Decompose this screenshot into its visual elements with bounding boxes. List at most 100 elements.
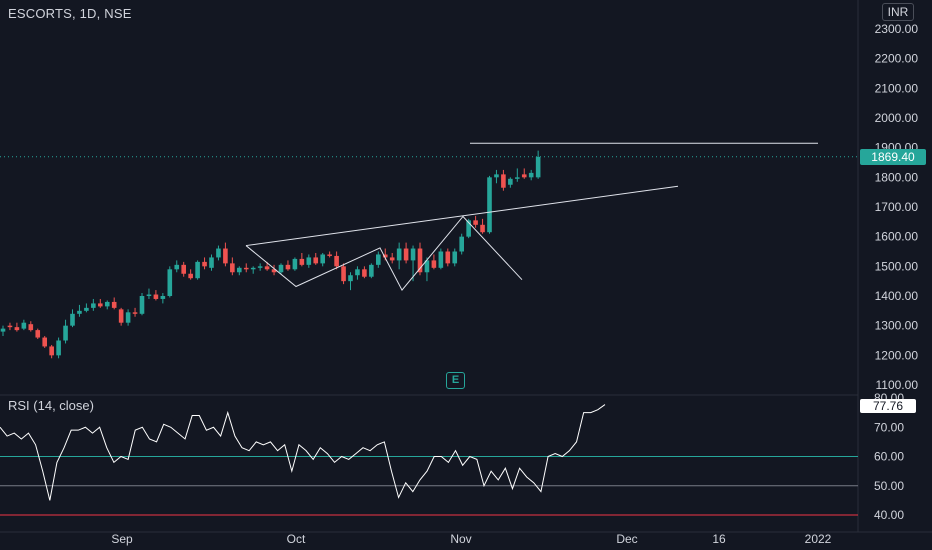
- candle-body: [98, 303, 103, 307]
- candle-body: [424, 260, 430, 273]
- candle-body: [118, 309, 124, 323]
- rsi-tick-label: 50.00: [874, 479, 904, 493]
- candle-body: [528, 172, 534, 178]
- price-tick-label: 1500.00: [875, 259, 919, 273]
- price-tick-label: 1400.00: [875, 289, 919, 303]
- currency-selector[interactable]: INR: [882, 3, 914, 21]
- candle-body: [376, 254, 381, 265]
- candle-body: [271, 269, 277, 273]
- candle-body: [14, 327, 20, 331]
- candle-body: [320, 254, 325, 264]
- candle-body: [521, 174, 527, 178]
- candle-body: [21, 322, 27, 329]
- rsi-tick-label: 70.00: [874, 420, 904, 434]
- candle-body: [188, 273, 193, 279]
- candle-body: [313, 257, 319, 264]
- price-tick-label: 1300.00: [875, 319, 919, 333]
- earnings-event-icon[interactable]: E: [446, 372, 465, 389]
- rsi-tick-label: 40.00: [874, 508, 904, 522]
- candle-body: [306, 257, 312, 265]
- candle-body: [56, 340, 61, 356]
- candle-body: [487, 177, 492, 233]
- time-tick-label: 16: [712, 532, 726, 546]
- price-tick-label: 1600.00: [875, 230, 919, 244]
- price-tick-label: 1200.00: [875, 348, 919, 362]
- candle-body: [49, 346, 54, 356]
- candle-body: [223, 248, 228, 264]
- candle-body: [28, 324, 34, 331]
- candle-body: [327, 254, 332, 256]
- candle-body: [111, 301, 117, 308]
- candle-body: [237, 267, 242, 273]
- candle-body: [466, 220, 471, 237]
- candle-body: [473, 220, 478, 225]
- time-tick-label: Nov: [450, 532, 471, 546]
- pattern-zigzag: [245, 215, 523, 291]
- trend-line: [245, 185, 679, 247]
- candle-body: [452, 251, 458, 264]
- candle-body: [494, 174, 499, 178]
- candle-body: [382, 254, 388, 258]
- rsi-value-tag: 77.76: [860, 399, 916, 413]
- current-price-tag: 1869.40: [860, 149, 926, 165]
- candle-body: [257, 266, 263, 268]
- candle-body: [139, 296, 145, 314]
- candle-body: [459, 236, 464, 252]
- time-tick-label: Dec: [616, 532, 637, 546]
- candle-body: [334, 255, 339, 267]
- candle-body: [299, 258, 305, 265]
- rsi-line: [0, 404, 606, 501]
- candle-body: [438, 251, 444, 268]
- candle-body: [91, 303, 96, 308]
- candle-body: [167, 269, 173, 296]
- candle-body: [480, 224, 485, 233]
- candle-body: [42, 337, 47, 347]
- candle-body: [508, 178, 513, 185]
- candle-body: [195, 261, 200, 279]
- price-tick-label: 1700.00: [875, 200, 919, 214]
- candle-body: [278, 264, 284, 273]
- candle-body: [63, 325, 68, 341]
- candle-body: [285, 264, 291, 270]
- candle-body: [501, 174, 506, 188]
- candle-body: [0, 328, 6, 332]
- candle-body: [153, 294, 159, 299]
- price-tick-label: 1800.00: [875, 170, 919, 184]
- candle-body: [355, 269, 360, 276]
- price-tick-label: 1100.00: [876, 378, 919, 392]
- candle-body: [362, 269, 367, 277]
- candle-body: [181, 264, 186, 274]
- candle-body: [84, 307, 89, 311]
- candle-body: [348, 275, 353, 282]
- candle-body: [396, 248, 402, 261]
- time-tick-label: 2022: [805, 532, 832, 546]
- candle-body: [7, 325, 13, 328]
- candle-body: [417, 248, 423, 273]
- candle-body: [535, 156, 541, 178]
- candle-body: [132, 312, 138, 314]
- candle-body: [292, 258, 298, 270]
- candle-body: [202, 261, 207, 267]
- candle-body: [410, 248, 416, 261]
- candle-body: [403, 248, 409, 261]
- candle-body: [445, 251, 451, 264]
- rsi-title: RSI (14, close): [8, 398, 94, 413]
- price-tick-label: 2100.00: [875, 81, 919, 95]
- candle-body: [250, 267, 256, 270]
- candle-body: [209, 257, 214, 268]
- chart-title: ESCORTS, 1D, NSE: [8, 6, 132, 21]
- candle-body: [35, 330, 41, 338]
- price-tick-label: 2000.00: [875, 111, 919, 125]
- time-tick-label: Oct: [287, 532, 306, 546]
- candle-body: [341, 266, 346, 282]
- rsi-tick-label: 60.00: [874, 450, 904, 464]
- candle-body: [515, 177, 520, 179]
- candle-body: [160, 296, 166, 299]
- price-tick-label: 2300.00: [875, 22, 919, 36]
- candle-body: [125, 312, 131, 323]
- candle-body: [174, 264, 180, 270]
- candle-body: [369, 264, 374, 277]
- candle-body: [146, 294, 152, 296]
- time-tick-label: Sep: [111, 532, 133, 546]
